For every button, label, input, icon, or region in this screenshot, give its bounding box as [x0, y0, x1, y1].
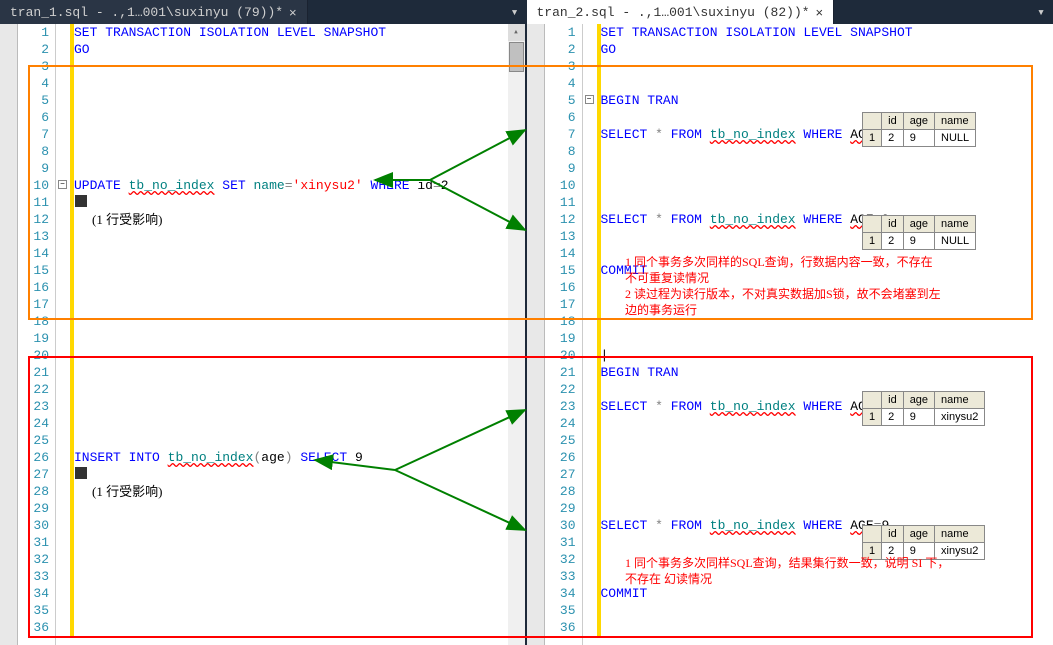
select-stmt: SELECT * FROM tb_no_index WHERE AGE=9 [597, 126, 1053, 143]
left-pane: 12345 678910 1112131415 1617181920 21222… [0, 24, 527, 645]
result-table-3: idagename 129xinysu2 [862, 391, 985, 426]
rows-affected-msg: (1 行受影响) [70, 483, 525, 500]
update-stmt: UPDATE tb_no_index SET name='xinysu2' WH… [70, 177, 525, 194]
result-table-2: idagename 129NULL [862, 215, 976, 250]
dropdown-icon[interactable]: ▾ [503, 0, 527, 24]
result-table-1: idagename 129NULL [862, 112, 976, 147]
execution-marker-icon [75, 195, 87, 207]
tab-bar: tran_1.sql - .,1…001\suxinyu (79))* × ▾ … [0, 0, 1053, 24]
scrollbar-left[interactable]: ▴ [508, 24, 525, 645]
scroll-up-icon[interactable]: ▴ [508, 24, 525, 41]
dropdown-icon[interactable]: ▾ [1029, 0, 1053, 24]
close-icon[interactable]: × [289, 5, 297, 20]
tab-right[interactable]: tran_2.sql - .,1…001\suxinyu (82))* × [527, 0, 835, 24]
line-numbers-left: 12345 678910 1112131415 1617181920 21222… [18, 24, 56, 645]
line-numbers-right: 12345 678910 1112131415 1617181920 21222… [545, 24, 583, 645]
close-icon[interactable]: × [816, 5, 824, 20]
execution-marker-icon [75, 467, 87, 479]
annotation-2: 1 同个事务多次同样SQL查询，结果集行数一致，说明 SI 下， 不存在 幻读情… [625, 555, 1045, 587]
tab-left[interactable]: tran_1.sql - .,1…001\suxinyu (79))* × [0, 0, 308, 24]
tab-left-title: tran_1.sql - .,1…001\suxinyu (79))* [10, 5, 283, 20]
tab-right-title: tran_2.sql - .,1…001\suxinyu (82))* [537, 5, 810, 20]
code-area-left[interactable]: SET TRANSACTION ISOLATION LEVEL SNAPSHOT… [70, 24, 525, 645]
rows-affected-msg: (1 行受影响) [70, 211, 525, 228]
fold-icon[interactable]: − [585, 95, 594, 104]
annotation-1: 1 同个事务多次同样的SQL查询，行数据内容一致，不存在 不可重复读情况 2 读… [625, 254, 1045, 318]
insert-stmt: INSERT INTO tb_no_index(age) SELECT 9 [70, 449, 525, 466]
fold-icon[interactable]: − [58, 180, 67, 189]
select-stmt: SELECT * FROM tb_no_index WHERE AGE=9 [597, 211, 1053, 228]
